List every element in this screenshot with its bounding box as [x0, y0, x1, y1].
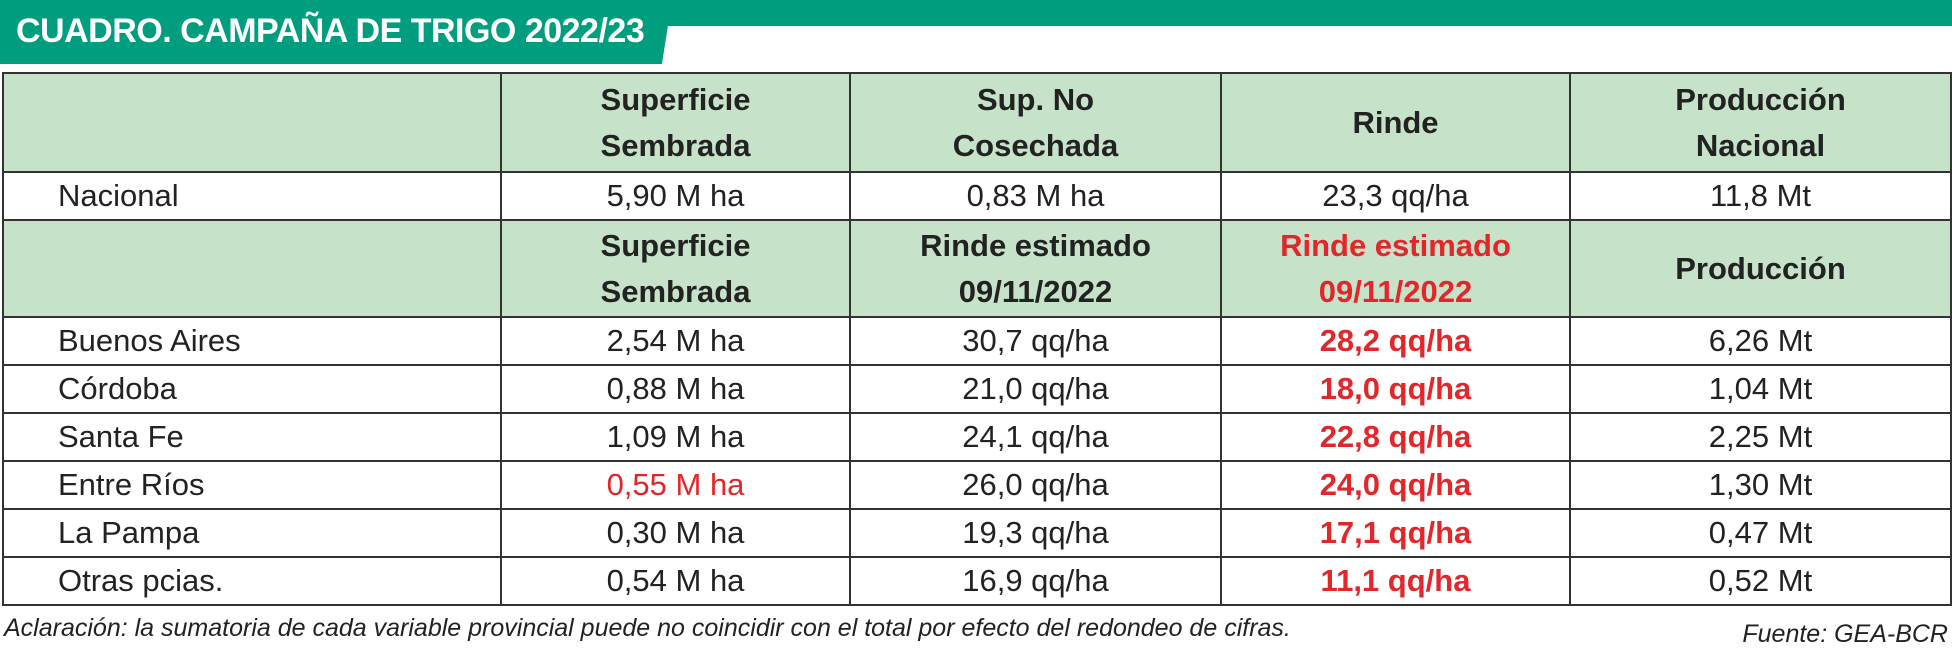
cell: 16,9 qq/ha: [849, 556, 1222, 606]
cell: 5,90 M ha: [500, 171, 851, 221]
row-label: Entre Ríos: [2, 460, 502, 510]
cell: 6,26 Mt: [1569, 316, 1952, 366]
cell: 24,1 qq/ha: [849, 412, 1222, 462]
row-label: Buenos Aires: [2, 316, 502, 366]
header-line: Nacional: [1695, 127, 1826, 163]
title: CUADRO. CAMPAÑA DE TRIGO 2022/23: [16, 12, 645, 50]
row-label: Santa Fe: [2, 412, 502, 462]
cell: 0,55 M ha: [500, 460, 851, 510]
data-row: Buenos Aires 2,54 M ha 30,7 qq/ha 28,2 qq/h…: [2, 316, 1952, 366]
cell: 11,8 Mt: [1569, 171, 1952, 221]
cell: 1,04 Mt: [1569, 364, 1952, 414]
header-line: Sup. No: [976, 81, 1095, 117]
header-row: Superficie Sembrada Rinde estimado 09/11/20…: [2, 219, 1952, 318]
header-line: Rinde estimado: [920, 227, 1151, 263]
header-line: Superficie: [600, 227, 751, 263]
header-line: Producción: [1675, 250, 1846, 286]
cell: 22,8 qq/ha: [1220, 412, 1571, 462]
header-cell: [2, 219, 502, 318]
cell: 24,0 qq/ha: [1220, 460, 1571, 510]
header-line: 09/11/2022: [1318, 273, 1473, 309]
cell: 18,0 qq/ha: [1220, 364, 1571, 414]
cell: 19,3 qq/ha: [849, 508, 1222, 558]
source: Fuente: GEA-BCR: [1742, 620, 1948, 648]
header-cell: Rinde: [1220, 72, 1571, 173]
header-line: 09/11/2022: [958, 273, 1113, 309]
cell: 26,0 qq/ha: [849, 460, 1222, 510]
cell: 17,1 qq/ha: [1220, 508, 1571, 558]
row-label: Córdoba: [2, 364, 502, 414]
row-label: La Pampa: [2, 508, 502, 558]
cell: 2,54 M ha: [500, 316, 851, 366]
header-line: Superficie: [600, 81, 751, 117]
cell: 0,30 M ha: [500, 508, 851, 558]
header-line: Sembrada: [600, 273, 751, 309]
data-row: Nacional 5,90 M ha 0,83 M ha 23,3 qq/ha 11,8…: [2, 171, 1952, 221]
header-line: Sembrada: [600, 127, 751, 163]
header-row: Superficie Sembrada Sup. No Cosechada Rinde P…: [2, 72, 1952, 173]
cell: 0,47 Mt: [1569, 508, 1952, 558]
header-cell: Superficie Sembrada: [500, 219, 851, 318]
title-tab: [0, 0, 672, 64]
table: Superficie Sembrada Sup. No Cosechada Rinde P…: [2, 72, 1952, 606]
footnote: Aclaración: la sumatoria de cada variabl…: [4, 614, 1291, 642]
header-cell: Rinde estimado 09/11/2022: [849, 219, 1222, 318]
header-line: Cosechada: [952, 127, 1119, 163]
data-row: Córdoba 0,88 M ha 21,0 qq/ha 18,0 qq/ha 1,04…: [2, 364, 1952, 414]
cell: 0,88 M ha: [500, 364, 851, 414]
header-cell: Producción Nacional: [1569, 72, 1952, 173]
row-label: Nacional: [2, 171, 502, 221]
cell: 21,0 qq/ha: [849, 364, 1222, 414]
header-line: Rinde: [1352, 104, 1439, 140]
cell: 0,54 M ha: [500, 556, 851, 606]
header-cell: Producción: [1569, 219, 1952, 318]
cell: 0,83 M ha: [849, 171, 1222, 221]
cell: 23,3 qq/ha: [1220, 171, 1571, 221]
header-line: Producción: [1675, 81, 1846, 117]
cell: 11,1 qq/ha: [1220, 556, 1571, 606]
cell: 1,30 Mt: [1569, 460, 1952, 510]
cell: 28,2 qq/ha: [1220, 316, 1571, 366]
cell: 0,52 Mt: [1569, 556, 1952, 606]
data-row: La Pampa 0,30 M ha 19,3 qq/ha 17,1 qq/ha 0,4…: [2, 508, 1952, 558]
header-cell: Rinde estimado 09/11/2022: [1220, 219, 1571, 318]
data-row: Santa Fe 1,09 M ha 24,1 qq/ha 22,8 qq/ha 2,2…: [2, 412, 1952, 462]
header-line: Rinde estimado: [1280, 227, 1511, 263]
header-cell: Sup. No Cosechada: [849, 72, 1222, 173]
cell: 2,25 Mt: [1569, 412, 1952, 462]
data-row: Entre Ríos 0,55 M ha 26,0 qq/ha 24,0 qq/ha 1…: [2, 460, 1952, 510]
data-row: Otras pcias. 0,54 M ha 16,9 qq/ha 11,1 qq/h…: [2, 556, 1952, 606]
cell: 1,09 M ha: [500, 412, 851, 462]
cell: 30,7 qq/ha: [849, 316, 1222, 366]
row-label: Otras pcias.: [2, 556, 502, 606]
header-cell: [2, 72, 502, 173]
header-cell: Superficie Sembrada: [500, 72, 851, 173]
